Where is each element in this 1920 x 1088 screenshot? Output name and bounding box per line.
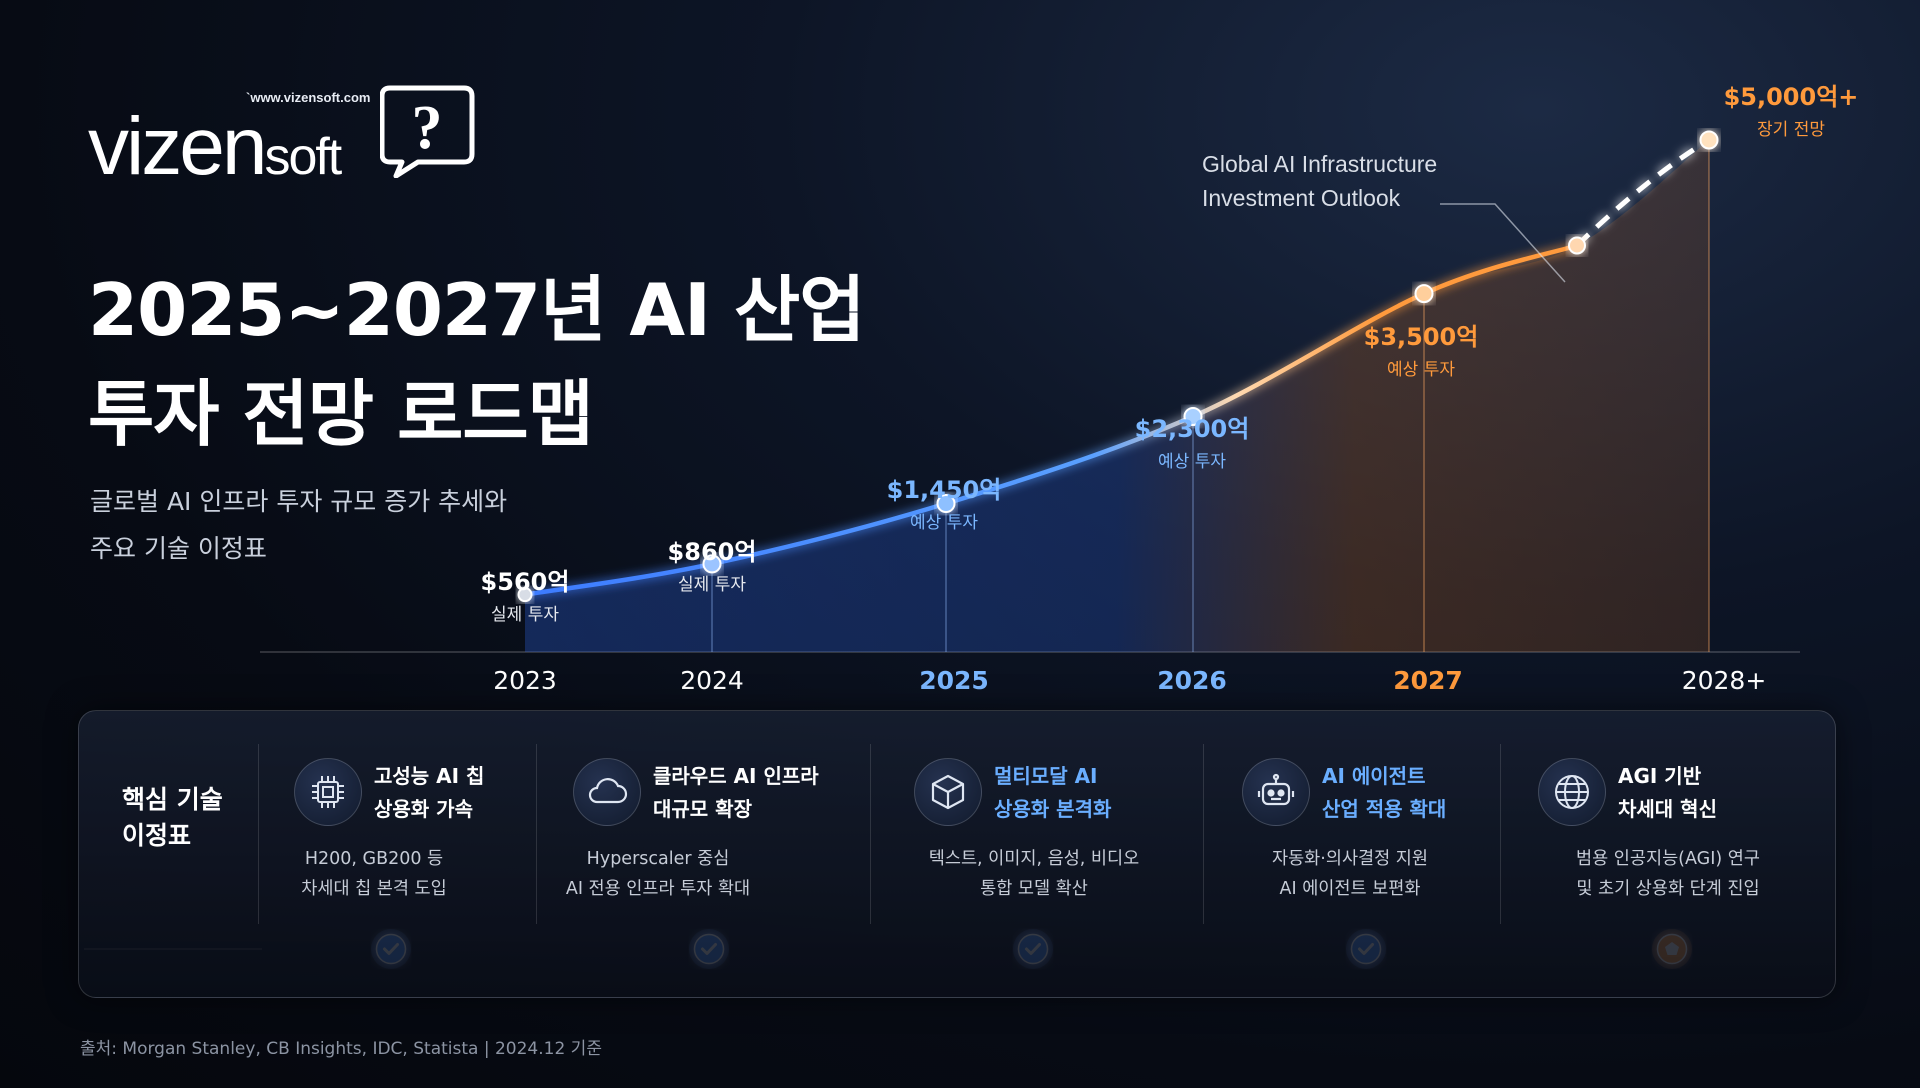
- series-line-dashed: [1575, 137, 1711, 248]
- cube-icon: [914, 758, 982, 826]
- data-point-label: 예상 투자: [1158, 452, 1226, 472]
- milestone-description: 텍스트, 이미지, 음성, 비디오 통합 모델 확산: [884, 844, 1184, 904]
- logo-wordmark: vizensoft: [88, 100, 342, 194]
- annotation-line-1: Global AI Infrastructure: [1202, 151, 1437, 177]
- data-value-label: $860억: [668, 538, 757, 566]
- data-value-label: $560억: [481, 568, 570, 596]
- data-point: [1183, 406, 1203, 426]
- panel-label-line-1: 핵심 기술: [122, 785, 223, 814]
- milestone-description: 범용 인공지능(AGI) 연구 및 초기 상용화 단계 진입: [1518, 844, 1818, 904]
- milestone-description: H200, GB200 등 차세대 칩 본격 도입: [224, 844, 524, 904]
- data-point: [1414, 284, 1434, 304]
- milestone-name-line-1: 고성능 AI 칩: [374, 764, 485, 788]
- milestone-desc-line-2: 통합 모델 확산: [980, 879, 1088, 899]
- cloud-icon: [573, 758, 641, 826]
- data-value-label: $5,000억+: [1724, 83, 1859, 111]
- x-tick-label: 2024: [680, 666, 744, 695]
- logo-word-main: vizen: [88, 101, 267, 192]
- chip-icon: [294, 758, 362, 826]
- title-line-2: 투자 전망 로드맵: [88, 372, 594, 456]
- milestone-name: AI 에이전트 산업 적용 확대: [1322, 760, 1446, 826]
- milestone-name: AGI 기반 차세대 혁신: [1618, 760, 1717, 826]
- data-point-label: 실제 투자: [678, 575, 746, 595]
- logo-word-small: soft: [264, 128, 342, 186]
- milestone-desc-line-2: AI 전용 인프라 투자 확대: [565, 879, 751, 899]
- globe-icon: [1538, 758, 1606, 826]
- data-point: [936, 494, 956, 514]
- annotation-leader-line: [1440, 203, 1566, 283]
- milestone-name-line-1: AGI 기반: [1618, 764, 1702, 788]
- milestone-name-line-2: 상용화 가속: [374, 797, 473, 821]
- milestone-description: 자동화·의사결정 지원 AI 에이전트 보편화: [1200, 844, 1500, 904]
- x-tick-label: 2028+: [1682, 666, 1767, 695]
- milestone-desc-line-2: 및 초기 상용화 단계 진입: [1576, 879, 1760, 899]
- panel-divider: [258, 744, 259, 924]
- milestone-name-line-2: 대규모 확장: [653, 797, 752, 821]
- data-point-label: 예상 투자: [910, 513, 978, 533]
- data-point-label: 장기 전망: [1757, 120, 1825, 140]
- page-subtitle: 글로벌 AI 인프라 투자 규모 증가 추세와 주요 기술 이정표: [90, 478, 507, 572]
- data-point-intermediate: [1568, 236, 1586, 255]
- milestone-name-line-1: 클라우드 AI 인프라: [653, 764, 819, 788]
- data-point-label: 실제 투자: [491, 605, 559, 625]
- data-point: [1699, 130, 1719, 150]
- panel-label-line-2: 이정표: [122, 821, 192, 850]
- milestone-name-line-2: 산업 적용 확대: [1322, 797, 1447, 821]
- robot-icon: [1242, 758, 1310, 826]
- x-tick-label: 2023: [493, 666, 557, 695]
- milestone-name-line-2: 차세대 혁신: [1618, 797, 1717, 821]
- logo-url: `www.vizensoft.com: [246, 90, 371, 105]
- milestone-description: Hyperscaler 중심 AI 전용 인프라 투자 확대: [508, 844, 808, 904]
- vizensoft-logo: `www.vizensoft.com vizensoft ?: [88, 82, 488, 192]
- milestone-desc-line-1: 범용 인공지능(AGI) 연구: [1576, 849, 1760, 869]
- milestone-desc-line-1: H200, GB200 등: [304, 849, 444, 869]
- milestone-panel-label: 핵심 기술 이정표: [122, 782, 262, 854]
- panel-divider: [1500, 744, 1501, 924]
- panel-divider: [1203, 744, 1204, 924]
- milestone-panel: [78, 710, 1836, 998]
- milestone-name-line-1: 멀티모달 AI: [994, 764, 1098, 788]
- milestone-desc-line-2: 차세대 칩 본격 도입: [301, 879, 447, 899]
- milestone-name: 멀티모달 AI 상용화 본격화: [994, 760, 1111, 826]
- data-point: [517, 587, 533, 603]
- data-value-label: $1,450억: [887, 476, 1002, 504]
- subtitle-line-1: 글로벌 AI 인프라 투자 규모 증가 추세와: [90, 487, 508, 516]
- data-value-label: $2,300억: [1135, 415, 1250, 443]
- milestone-name-line-1: AI 에이전트: [1322, 764, 1426, 788]
- milestone-name: 고성능 AI 칩 상용화 가속: [374, 760, 484, 826]
- data-value-label: $3,500억: [1364, 323, 1479, 351]
- milestone-desc-line-1: Hyperscaler 중심: [586, 849, 730, 869]
- question-bubble-icon: ?: [380, 85, 475, 178]
- page-title: 2025~2027년 AI 산업 투자 전망 로드맵: [88, 258, 865, 466]
- panel-divider: [536, 744, 537, 924]
- title-line-1: 2025~2027년 AI 산업: [88, 268, 865, 352]
- source-note: 출처: Morgan Stanley, CB Insights, IDC, St…: [80, 1039, 602, 1059]
- data-point-label: 예상 투자: [1387, 360, 1455, 380]
- milestone-desc-line-1: 텍스트, 이미지, 음성, 비디오: [928, 849, 1140, 869]
- data-point: [702, 554, 722, 574]
- x-tick-label: 2026: [1157, 666, 1227, 695]
- annotation-line-2: Investment Outlook: [1202, 185, 1401, 211]
- milestone-name: 클라우드 AI 인프라 대규모 확장: [653, 760, 819, 826]
- milestone-name-line-2: 상용화 본격화: [994, 797, 1112, 821]
- x-tick-label: 2025: [919, 666, 989, 695]
- x-tick-label: 2027: [1393, 666, 1463, 695]
- chart-area-fill: [525, 140, 1709, 652]
- panel-divider: [870, 744, 871, 924]
- milestone-desc-line-2: AI 에이전트 보편화: [1279, 879, 1421, 899]
- bubble-symbol: ?: [412, 94, 443, 162]
- milestone-desc-line-1: 자동화·의사결정 지원: [1271, 849, 1429, 869]
- subtitle-line-2: 주요 기술 이정표: [90, 534, 267, 563]
